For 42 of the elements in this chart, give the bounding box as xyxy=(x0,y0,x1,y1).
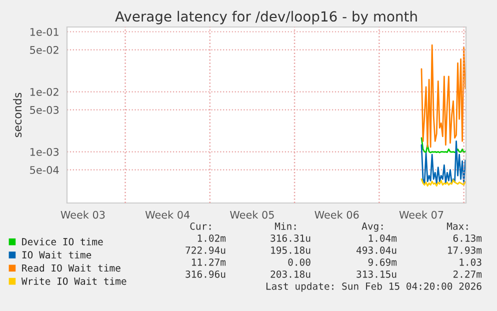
text: 17.93m xyxy=(448,246,482,254)
text: 6.13m xyxy=(453,234,482,242)
text: Last update: Sun Feb 15 04:20:00 2026 xyxy=(266,282,482,292)
text: 2.27m xyxy=(453,270,482,278)
text: 203.18u xyxy=(270,270,310,278)
legend-label: Device IO time xyxy=(22,238,103,246)
y-tick-label: 1e-03 xyxy=(30,148,59,156)
x-tick-label: Week 03 xyxy=(60,210,105,219)
x-tick-label: Week 04 xyxy=(145,210,190,219)
y-tick-label: 1e-02 xyxy=(30,88,58,96)
legend-label: Read IO Wait time xyxy=(22,264,120,272)
chart-title: Average latency for /dev/loop16 - by month xyxy=(115,10,417,24)
x-tick-label: Week 07 xyxy=(399,210,444,219)
x-tick-label: Week 05 xyxy=(230,210,274,219)
text: 316.31u xyxy=(270,234,310,242)
line-series xyxy=(420,140,466,184)
line-series xyxy=(420,178,466,187)
text: 1.03 xyxy=(460,258,482,266)
y-tick-label: 5e-03 xyxy=(30,106,59,114)
legend-label: IO Wait time xyxy=(22,251,92,259)
y-tick-label: 1e-01 xyxy=(30,28,58,36)
text: 1.04m xyxy=(368,234,397,242)
text: 1.02m xyxy=(198,234,226,242)
text: Cur: xyxy=(190,222,211,230)
text: 195.18u xyxy=(271,246,310,254)
x-tick-label: Week 06 xyxy=(314,210,359,219)
legend-label: Write IO Wait time xyxy=(21,277,126,285)
text: Min: xyxy=(274,222,296,230)
text: Max: xyxy=(446,222,468,230)
text: 316.96u xyxy=(186,270,226,278)
text: 493.04u xyxy=(356,246,396,254)
text: 313.15u xyxy=(356,270,396,278)
text: Avg: xyxy=(362,222,383,232)
line-series xyxy=(420,44,466,148)
y-tick-label: 5e-02 xyxy=(30,46,58,54)
line-series xyxy=(420,137,466,154)
text: 11.27m xyxy=(192,258,226,266)
text: 9.69m xyxy=(368,258,397,266)
y-axis-title: seconds xyxy=(13,92,22,138)
y-tick-label: 5e-04 xyxy=(30,166,59,174)
text: 0.00 xyxy=(288,258,310,266)
text: 722.94u xyxy=(186,246,226,254)
